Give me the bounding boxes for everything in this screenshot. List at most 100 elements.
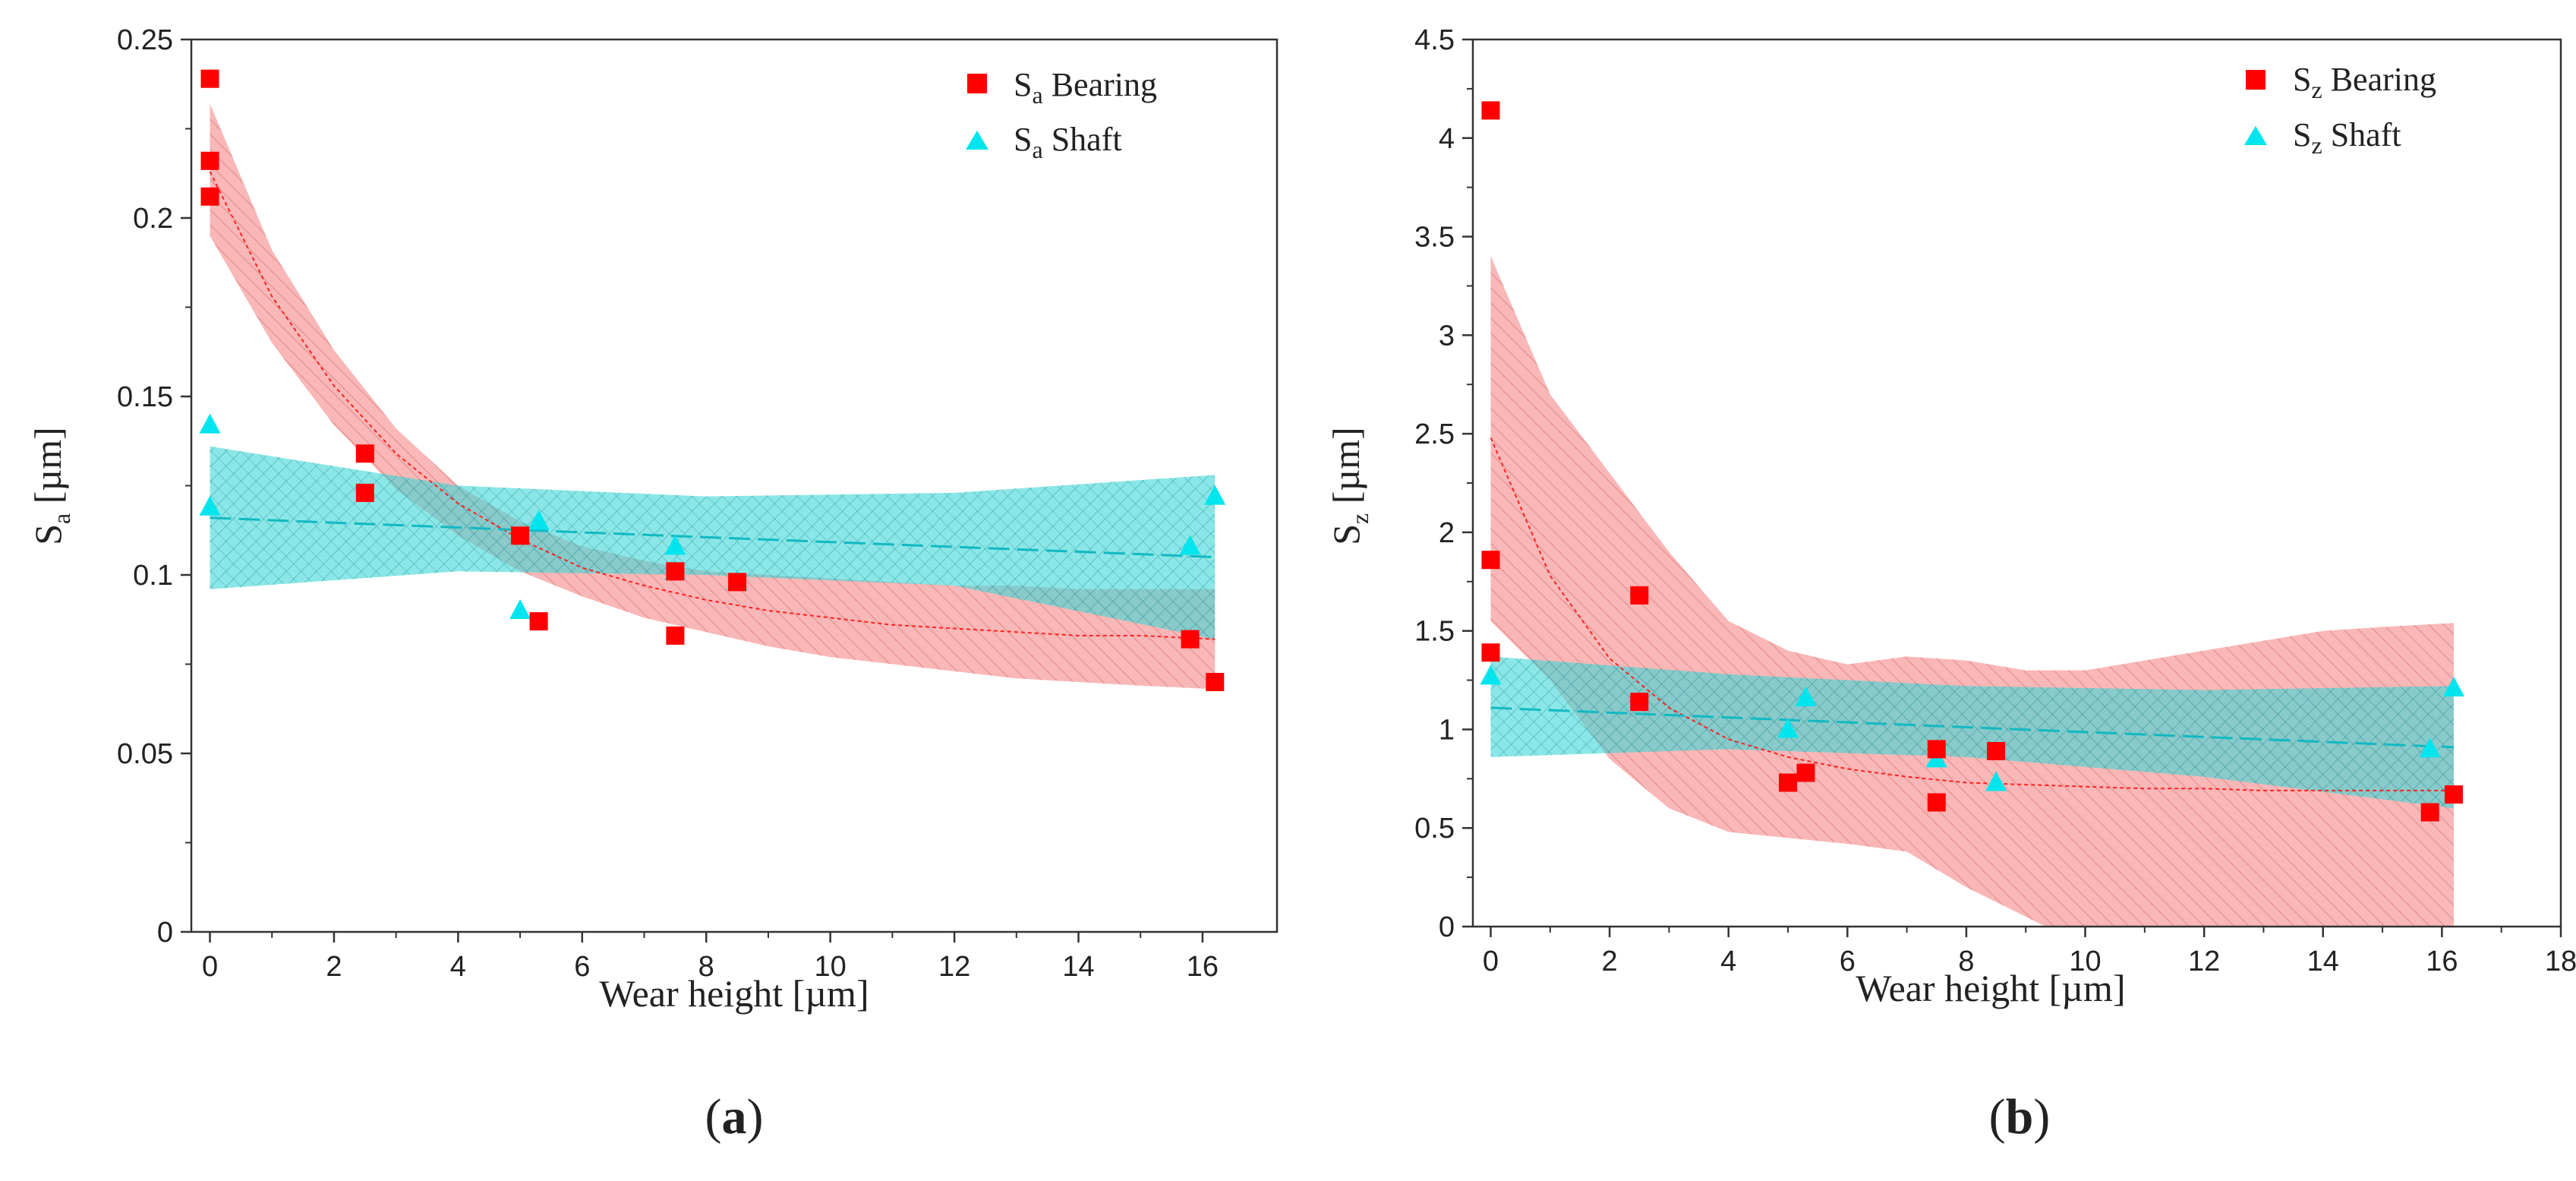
panel-a-y-tick-label: 0.2 — [133, 203, 173, 235]
panel-a-shaft-point — [1204, 485, 1226, 505]
panel-a-y-axis-unit: [µm] — [27, 427, 69, 513]
panel-a-plot — [199, 69, 1226, 691]
panel-a-x-tick-label: 16 — [1187, 951, 1219, 983]
panel-b-label-open: ( — [1989, 1089, 2006, 1145]
panel-a-x-tick-label: 8 — [698, 951, 714, 983]
panel-b-y-tick-label: 3 — [1439, 320, 1455, 352]
panel-a-legend-bearing-sub: a — [1032, 81, 1042, 109]
panel-b-legend-shaft-label: Sz Shaft — [2293, 116, 2401, 159]
panel-a-x-tick-label: 12 — [938, 951, 970, 983]
panel-a-legend-bearing-main: S — [1014, 66, 1032, 103]
panel-b-legend-bearing-label: Sz Bearing — [2293, 61, 2436, 103]
panel-b-legend-shaft-text: Shaft — [2322, 116, 2401, 153]
panel-b-bearing-point — [1481, 643, 1500, 662]
panel-a-bearing-point — [355, 444, 374, 463]
panel-b-x-tick-label: 2 — [1602, 946, 1618, 977]
panel-a-bearing-point — [511, 526, 530, 545]
panel-a-y-axis-main: S — [27, 524, 69, 545]
panel-a-shaft-point — [199, 495, 221, 516]
panel-b-legend-bearing-main: S — [2293, 61, 2311, 98]
panel-a-legend-bearing-marker — [967, 74, 987, 93]
panel-a-y-tick-label: 0.15 — [117, 381, 173, 413]
panel-b-ticks: 0 2 4 6 8 10 12 14 16 18 0 0.5 1 1.5 2 2.5 3 3.5 4 4.5 — [1414, 24, 2576, 977]
panel-a-x-tick-label: 2 — [326, 951, 342, 983]
panel-b-bearing-point — [1987, 742, 2006, 760]
panel-a-x-tick-label: 6 — [574, 951, 590, 983]
panel-b-legend-shaft-sub: z — [2311, 131, 2322, 159]
panel-b-legend: Sz Bearing Sz Shaft — [2244, 61, 2436, 159]
panel-b-shaft-point — [1985, 771, 2007, 791]
panel-a-shaft-point — [1179, 535, 1201, 555]
panel-a-bearing-point — [1206, 673, 1225, 691]
panel-b-x-tick-label: 6 — [1840, 946, 1856, 977]
panel-a-ticks: 0 2 4 6 8 10 12 14 16 0 0.05 0.1 0.15 0.2 0.25 — [117, 24, 1219, 983]
panel-a-bearing-fit-line — [209, 171, 1215, 640]
panel-a-label-open: ( — [705, 1089, 722, 1145]
panel-a: 0 2 4 6 8 10 12 14 16 0 0.05 0.1 0.15 0.2 0.25 Wear he… — [27, 24, 1279, 1145]
panel-a-legend-shaft-label: Sa Shaft — [1014, 121, 1122, 163]
panel-a-y-tick-label: 0.05 — [117, 738, 173, 770]
panel-b-bearing-point — [1481, 551, 1500, 570]
panel-a-legend-shaft-text: Shaft — [1043, 121, 1122, 158]
panel-b-y-tick-label: 1.5 — [1414, 616, 1455, 648]
panel-a-bearing-point — [728, 573, 747, 592]
panel-a-bearing-point — [1181, 630, 1200, 649]
panel-b: 0 2 4 6 8 10 12 14 16 18 0 0.5 1 1.5 2 2.5 3 3.5 4 4.5 Wear… — [1325, 24, 2576, 1145]
panel-b-bearing-point — [1630, 693, 1649, 712]
panel-a-bearing-point — [200, 151, 219, 170]
panel-a-shaft-point — [509, 599, 531, 619]
panel-b-plot — [1480, 101, 2465, 927]
panel-b-y-tick-label: 2.5 — [1414, 418, 1455, 450]
panel-b-bearing-fit-line — [1490, 437, 2454, 791]
panel-a-bearing-point — [666, 562, 685, 581]
panel-b-legend-shaft-marker — [2244, 126, 2267, 145]
panel-b-x-tick-label: 12 — [2188, 946, 2220, 977]
panel-a-legend-shaft-sub: a — [1032, 136, 1042, 163]
panel-a-bearing-point — [200, 69, 219, 88]
panel-a-series-layer — [209, 103, 1215, 690]
panel-a-x-tick-label: 14 — [1062, 951, 1094, 983]
panel-b-y-tick-label: 4.5 — [1414, 24, 1455, 56]
panel-b-shaft-fit-line — [1490, 706, 2455, 749]
panel-b-shaft-point — [2443, 676, 2465, 696]
panel-a-y-tick-label: 0 — [157, 917, 173, 949]
panel-b-bearing-point — [2420, 803, 2439, 822]
panel-b-x-tick-label: 18 — [2545, 946, 2576, 977]
panel-b-y-tick-label: 2 — [1439, 517, 1455, 549]
panel-a-shaft-fit-line — [210, 516, 1215, 558]
panel-b-legend-bearing-marker — [2246, 70, 2265, 90]
panel-b-bearing-point — [1796, 763, 1815, 782]
panel-a-x-tick-label: 0 — [202, 951, 218, 983]
panel-b-shaft-point — [2419, 737, 2441, 758]
panel-a-x-tick-label: 4 — [450, 951, 466, 983]
panel-b-bearing-point — [1779, 773, 1797, 792]
panel-b-shaft-point — [1480, 665, 1502, 685]
panel-a-bearing-point — [529, 612, 548, 631]
panel-b-legend-bearing-sub: z — [2311, 76, 2322, 103]
panel-b-y-axis-title: Sz [µm] — [1325, 427, 1373, 545]
panel-a-legend: Sa Bearing Sa Shaft — [966, 66, 1157, 163]
panel-b-legend-bearing-text: Bearing — [2322, 61, 2436, 98]
panel-a-y-axis-sub: a — [48, 513, 75, 524]
panel-b-shaft-point — [1795, 686, 1817, 706]
panel-b-x-tick-label: 14 — [2307, 946, 2339, 977]
panel-b-x-tick-label: 16 — [2426, 946, 2458, 977]
panel-a-y-tick-label: 0.25 — [117, 24, 173, 56]
panel-b-bearing-point — [2445, 785, 2463, 804]
panel-b-series-layer — [1490, 256, 2455, 927]
panel-b-y-axis-unit: [µm] — [1325, 427, 1367, 513]
panel-b-label-close: ) — [2033, 1089, 2050, 1145]
panel-b-x-tick-label: 10 — [2069, 946, 2101, 977]
panel-b-y-tick-label: 4 — [1439, 123, 1455, 155]
panel-b-shaft-point — [1777, 718, 1799, 738]
panel-a-y-axis-title: Sa [µm] — [27, 427, 75, 545]
panel-a-label-letter: a — [722, 1089, 747, 1145]
panel-b-x-axis-title: Wear height [µm] — [1856, 967, 2125, 1009]
panel-b-y-tick-label: 0 — [1439, 911, 1455, 943]
panel-a-legend-bearing-label: Sa Bearing — [1014, 66, 1157, 109]
panel-b-label-letter: b — [2006, 1089, 2034, 1145]
panel-a-bearing-point — [666, 626, 685, 645]
panel-b-bearing-point — [1630, 586, 1649, 605]
panel-b-y-axis-main: S — [1325, 524, 1367, 545]
